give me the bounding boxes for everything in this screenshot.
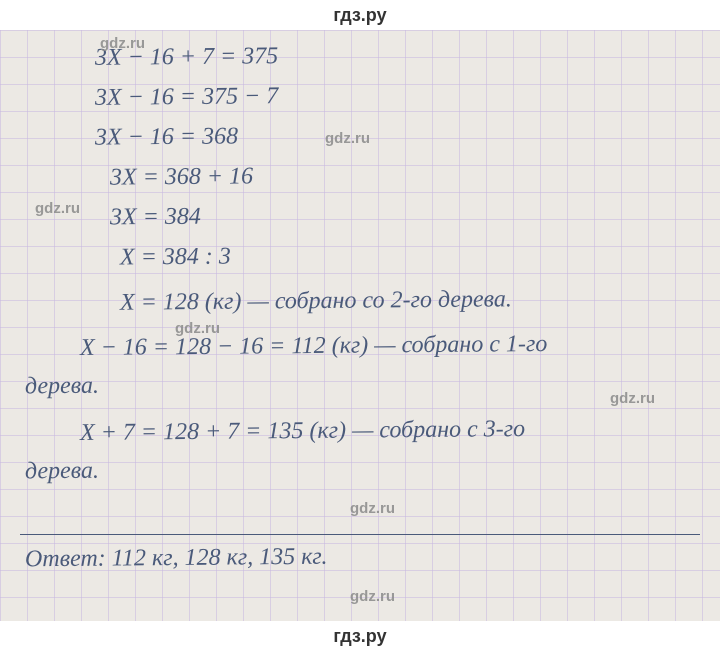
answer-line: Ответ: 112 кг, 128 кг, 135 кг. — [25, 544, 328, 574]
math-line-5: 3X = 384 — [110, 204, 201, 232]
math-line-9b: дерева. — [25, 458, 99, 486]
math-line-8b: дерева. — [25, 373, 99, 401]
page-header: гдз.ру — [0, 0, 720, 30]
page-footer: гдз.ру — [0, 621, 720, 651]
math-line-4: 3X = 368 + 16 — [110, 163, 253, 191]
notebook-paper: 3X − 16 + 7 = 375 3X − 16 = 375 − 7 3X −… — [0, 30, 720, 621]
watermark-4: gdz.ru — [175, 320, 220, 337]
math-line-8: X − 16 = 128 − 16 = 112 (кг) — собрано с… — [80, 331, 548, 362]
watermark-5: gdz.ru — [610, 390, 655, 407]
footer-title: гдз.ру — [333, 626, 386, 647]
math-line-6: X = 384 : 3 — [120, 244, 231, 272]
watermark-7: gdz.ru — [350, 588, 395, 605]
watermark-3: gdz.ru — [35, 200, 80, 217]
watermark-1: gdz.ru — [100, 35, 145, 52]
math-line-9: X + 7 = 128 + 7 = 135 (кг) — собрано с 3… — [80, 416, 525, 447]
math-line-2: 3X − 16 = 375 − 7 — [95, 83, 278, 112]
math-line-3: 3X − 16 = 368 — [95, 123, 238, 151]
watermark-2: gdz.ru — [325, 130, 370, 147]
answer-separator — [20, 534, 700, 535]
watermark-6: gdz.ru — [350, 500, 395, 517]
math-line-7: X = 128 (кг) — собрано со 2-го дерева. — [120, 286, 512, 316]
header-title: гдз.ру — [333, 5, 386, 26]
